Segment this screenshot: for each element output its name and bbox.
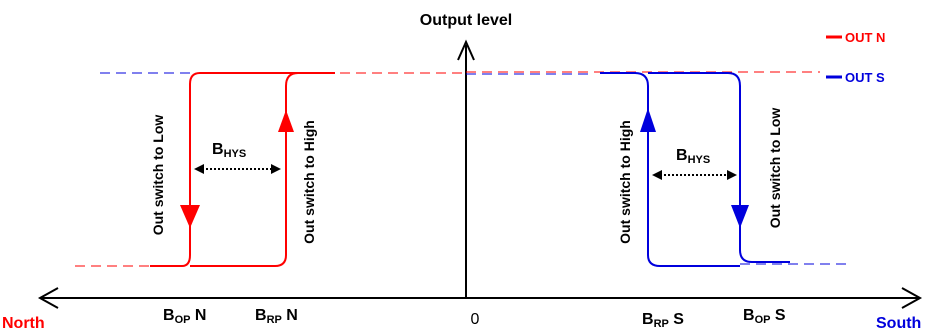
diagram-title: Output level: [420, 12, 512, 29]
north-hys-label: BHYS: [212, 141, 246, 160]
north-hys-left-arrowhead: [194, 164, 204, 174]
north-switch-low-label: Out switch to Low: [150, 115, 166, 236]
north-down-arrow: [180, 205, 200, 228]
north-up-arrow: [278, 110, 294, 132]
field-axis-right-arrow: [901, 287, 923, 309]
south-hys-left-arrowhead: [652, 170, 662, 180]
south-loop-curve: [600, 72, 790, 267]
south-switch-low-label: Out switch to Low: [767, 108, 783, 229]
north-brp-label: BRP N: [255, 307, 298, 326]
south-down-arrow: [731, 205, 749, 228]
output-axis-arrow: [457, 39, 475, 61]
north-bop-label: BOP N: [163, 307, 206, 326]
south-hys-label: BHYS: [676, 147, 710, 166]
north-label: North: [2, 315, 45, 331]
legend-out-s-label: OUT S: [845, 70, 885, 85]
south-brp-label: BRP S: [642, 311, 684, 330]
north-hys-right-arrowhead: [271, 164, 281, 174]
north-switch-high-label: Out switch to High: [301, 120, 317, 244]
legend-out-n-label: OUT N: [845, 30, 885, 45]
south-label: South: [876, 315, 921, 331]
north-loop-curve: [150, 72, 335, 267]
south-bop-label: BOP S: [743, 307, 786, 326]
south-hys-right-arrowhead: [727, 170, 737, 180]
south-up-arrow: [640, 108, 656, 132]
south-switch-high-label: Out switch to High: [617, 120, 633, 244]
origin-label: 0: [471, 311, 480, 328]
field-axis-left-arrow: [37, 287, 59, 309]
